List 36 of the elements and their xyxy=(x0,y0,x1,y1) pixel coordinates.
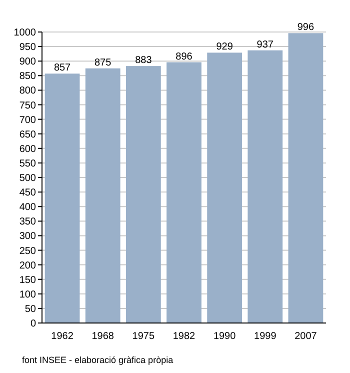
y-tick-label: 250 xyxy=(19,246,36,257)
y-tick-label: 0 xyxy=(30,318,36,330)
data-label: 883 xyxy=(135,55,152,66)
x-tick-label: 1962 xyxy=(51,331,74,342)
data-label: 937 xyxy=(256,39,274,50)
y-tick-label: 1000 xyxy=(14,28,36,38)
x-tick-label: 1999 xyxy=(254,331,277,342)
y-tick-label: 100 xyxy=(19,289,36,300)
x-tick-label: 1990 xyxy=(213,331,236,342)
y-tick-label: 350 xyxy=(19,216,36,228)
y-tick-label: 800 xyxy=(19,86,36,97)
y-tick-label: 50 xyxy=(24,304,36,315)
y-tick-label: 600 xyxy=(19,144,36,155)
y-tick-label: 300 xyxy=(19,231,36,242)
y-tick-label: 650 xyxy=(19,129,36,140)
x-tick-label: 1968 xyxy=(92,331,114,342)
data-label: 896 xyxy=(176,51,193,62)
y-tick-label: 500 xyxy=(19,173,36,184)
data-label: 929 xyxy=(216,42,234,53)
y-tick-label: 850 xyxy=(19,71,36,82)
y-tick-label: 750 xyxy=(19,100,36,112)
x-tick-label: 2007 xyxy=(294,331,318,342)
y-tick-label: 700 xyxy=(19,114,36,126)
y-tick-label: 900 xyxy=(19,56,36,68)
y-tick-label: 950 xyxy=(19,42,36,54)
y-tick-label: 400 xyxy=(19,202,36,214)
data-label: 857 xyxy=(54,62,72,74)
x-tick-label: 1975 xyxy=(132,331,155,342)
y-tick-label: 150 xyxy=(19,274,36,286)
y-tick-label: 550 xyxy=(19,158,36,170)
data-label: 875 xyxy=(94,57,112,68)
y-tick-label: 200 xyxy=(19,260,36,272)
y-tick-label: 450 xyxy=(19,188,36,199)
text: font INSEE - elaboració gràfica pròpia xyxy=(22,355,174,365)
data-label: 996 xyxy=(297,22,314,34)
x-tick-label: 1982 xyxy=(172,331,196,342)
